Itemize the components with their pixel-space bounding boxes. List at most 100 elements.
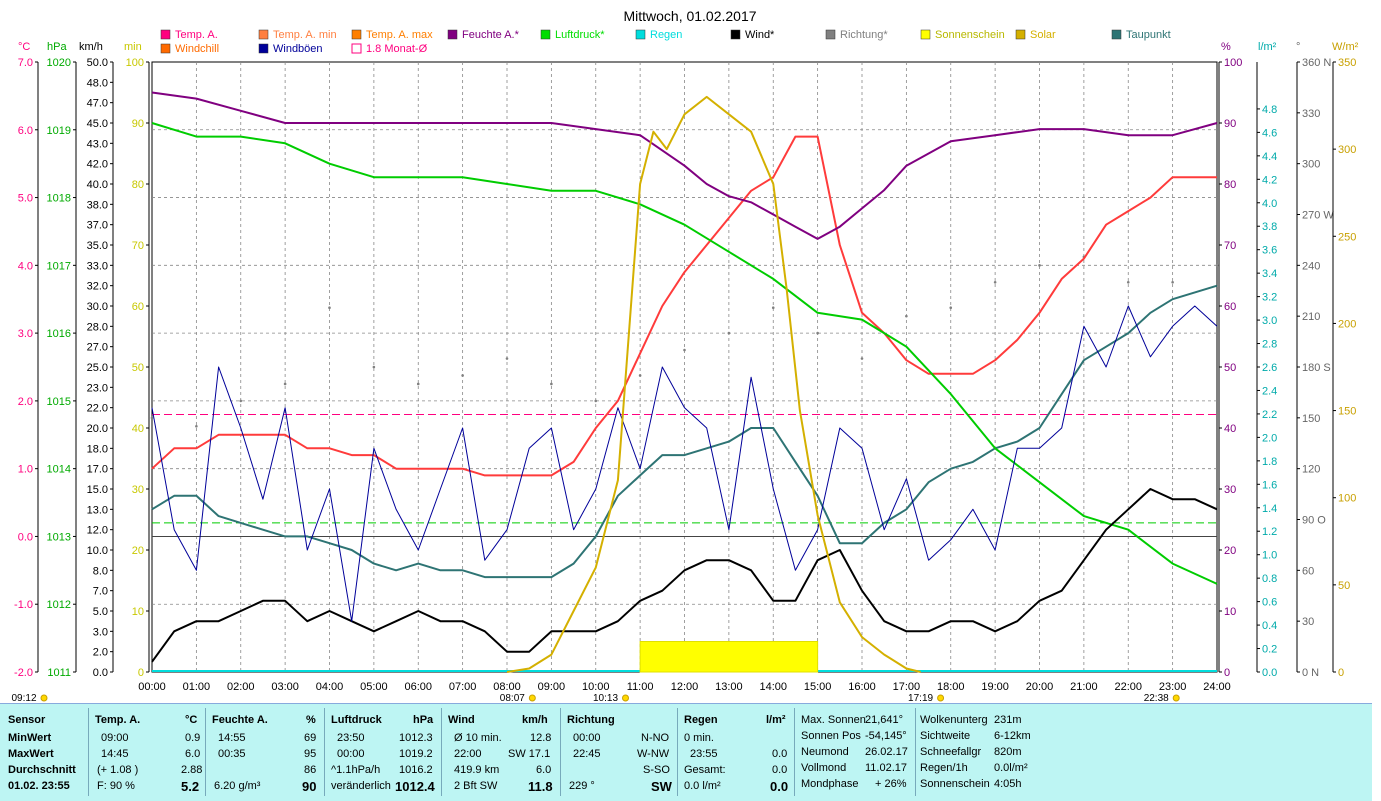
axis-label-lm2: 1.4 [1262, 503, 1277, 515]
series-windb-en [151, 305, 1218, 622]
axis-label-lm2: 2.8 [1262, 339, 1277, 351]
wind-column: Wind km/h Ø 10 min. 12.8 22:00 SW 17.1 4… [442, 708, 561, 796]
time-label: 04:00 [316, 681, 344, 693]
time-label: 21:00 [1070, 681, 1098, 693]
time-label: 13:00 [715, 681, 743, 693]
sun-icon [1172, 694, 1180, 702]
axis-label-kmh: 35.0 [87, 240, 108, 252]
sun-time-marker: 22:38 [1144, 693, 1169, 703]
astro-sun-pos-label: Sonnen Pos [801, 730, 861, 742]
axis-label-percent: 50 [1224, 362, 1236, 374]
astro-full-moon-value: 11.02.17 [865, 762, 908, 774]
sun-time-marker: 10:13 [593, 693, 618, 703]
axis-label-kmh: 48.0 [87, 77, 108, 89]
axis-label-deg: 360 N [1302, 57, 1331, 69]
summary-panel: Sensor MinWert MaxWert Durchschnitt 01.0… [0, 703, 1372, 801]
time-label: 14:00 [759, 681, 787, 693]
direction-point [372, 365, 376, 369]
rain-current-value: 0.0 [770, 779, 789, 794]
axis-label-deg: 300 [1302, 159, 1320, 171]
wind-max-value: SW 17.1 [508, 748, 551, 760]
axis-label-hpa: 1011 [47, 667, 71, 679]
axis-label-deg: 90 O [1302, 515, 1326, 527]
misc-column: Wolkenunterg 231m Sichtweite 6-12km Schn… [916, 708, 1036, 796]
axis-label-celsius: -2.0 [14, 667, 33, 679]
axis-label-lm2: 0.6 [1262, 597, 1277, 609]
misc-sunshine-value: 4:05h [994, 778, 1022, 790]
weather-chart: Mittwoch, 01.02.2017 Temp. A. Temp. A. min… [11, 8, 1358, 703]
direction-current-value: SW [651, 779, 672, 794]
axis-label-kmh: 42.0 [87, 159, 108, 171]
pressure-current-value: 1012.4 [395, 779, 435, 794]
humidity-absolute: 6.20 g/m³ [214, 780, 261, 792]
astro-max-sun-value: 21,641° [865, 714, 904, 726]
axis-label-min: 90 [132, 118, 144, 130]
axis-label-min: 10 [132, 606, 144, 618]
legend-label: Solar [1030, 29, 1056, 41]
temp-trend: (+ 1.08 ) [97, 764, 139, 776]
direction-point [727, 331, 731, 335]
astro-new-moon-label: Neumond [801, 746, 849, 758]
unit-celsius: °C [18, 41, 30, 53]
humidity-min-time: 14:55 [218, 732, 246, 744]
axis-label-deg: 120 [1302, 464, 1320, 476]
axis-label-percent: 20 [1224, 545, 1236, 557]
direction-point [905, 314, 908, 318]
axis-label-lm2: 0.2 [1262, 644, 1277, 656]
rain-unit: l/m² [766, 714, 786, 726]
axis-label-lm2: 4.6 [1262, 127, 1277, 139]
sun-time-marker: 09:12 [11, 693, 36, 703]
axis-label-deg: 210 [1302, 311, 1320, 323]
pressure-column: Luftdruck hPa 23:50 1012.3 00:00 1019.2 … [325, 708, 442, 796]
axis-label-lm2: 1.0 [1262, 550, 1277, 562]
legend-label: Temp. A. min [273, 29, 337, 41]
time-label: 09:00 [538, 681, 566, 693]
axis-label-kmh: 33.0 [87, 260, 108, 272]
direction-point [816, 331, 819, 335]
temp-header: Temp. A. [95, 714, 141, 726]
axis-label-lm2: 1.8 [1262, 456, 1277, 468]
axis-label-kmh: 40.0 [87, 179, 108, 191]
time-label: 20:00 [1026, 681, 1054, 693]
axis-label-hpa: 1016 [47, 328, 71, 340]
axis-label-hpa: 1017 [47, 260, 71, 272]
legend-swatch [540, 29, 551, 40]
sensor-column: Sensor MinWert MaxWert Durchschnitt 01.0… [0, 708, 89, 796]
axis-label-kmh: 30.0 [87, 301, 108, 313]
axis-label-wm2: 300 [1338, 144, 1356, 156]
rain-column: Regen l/m² 0 min. 23:55 0.0 Gesamt: 0.0 … [678, 708, 795, 796]
axis-label-min: 80 [132, 179, 144, 191]
legend-swatch [351, 29, 362, 40]
time-label: 11:00 [627, 681, 654, 693]
axis-label-wm2: 150 [1338, 406, 1356, 418]
axis-label-lm2: 4.2 [1262, 174, 1277, 186]
axis-label-percent: 60 [1224, 301, 1236, 313]
temp-min-value: 0.9 [185, 732, 201, 744]
axis-label-deg: 60 [1302, 565, 1314, 577]
axis-label-lm2: 3.4 [1262, 268, 1277, 280]
time-label: 01:00 [183, 681, 211, 693]
wind-day-avg: 6.0 [536, 764, 552, 776]
axis-label-celsius: 5.0 [18, 193, 33, 205]
axis-label-kmh: 22.0 [87, 403, 108, 415]
sun-icon [622, 694, 630, 702]
axis-label-hpa: 1015 [47, 396, 71, 408]
legend-label: Richtung* [840, 29, 888, 41]
rain-max-value: 0.0 [772, 748, 788, 760]
legend-swatch [635, 29, 646, 40]
legend-label: Temp. A. max [366, 29, 433, 41]
legend-swatch [1111, 29, 1122, 40]
legend-swatch [1015, 29, 1026, 40]
axis-label-min: 100 [126, 57, 144, 69]
series-feuchte-a [151, 91, 1218, 240]
legend-swatch [447, 29, 458, 40]
wind-avg-value: 12.8 [530, 732, 552, 744]
rain-total-value: 0.0 [772, 764, 788, 776]
sun-time-marker: 17:19 [908, 693, 933, 703]
time-label: 03:00 [271, 681, 299, 693]
axis-label-wm2: 200 [1338, 318, 1356, 330]
sun-icon [937, 694, 945, 702]
row-label-current: 01.02. 23:55 [8, 780, 70, 792]
legend-label: Feuchte A.* [462, 29, 520, 41]
axis-label-hpa: 1020 [47, 57, 71, 69]
